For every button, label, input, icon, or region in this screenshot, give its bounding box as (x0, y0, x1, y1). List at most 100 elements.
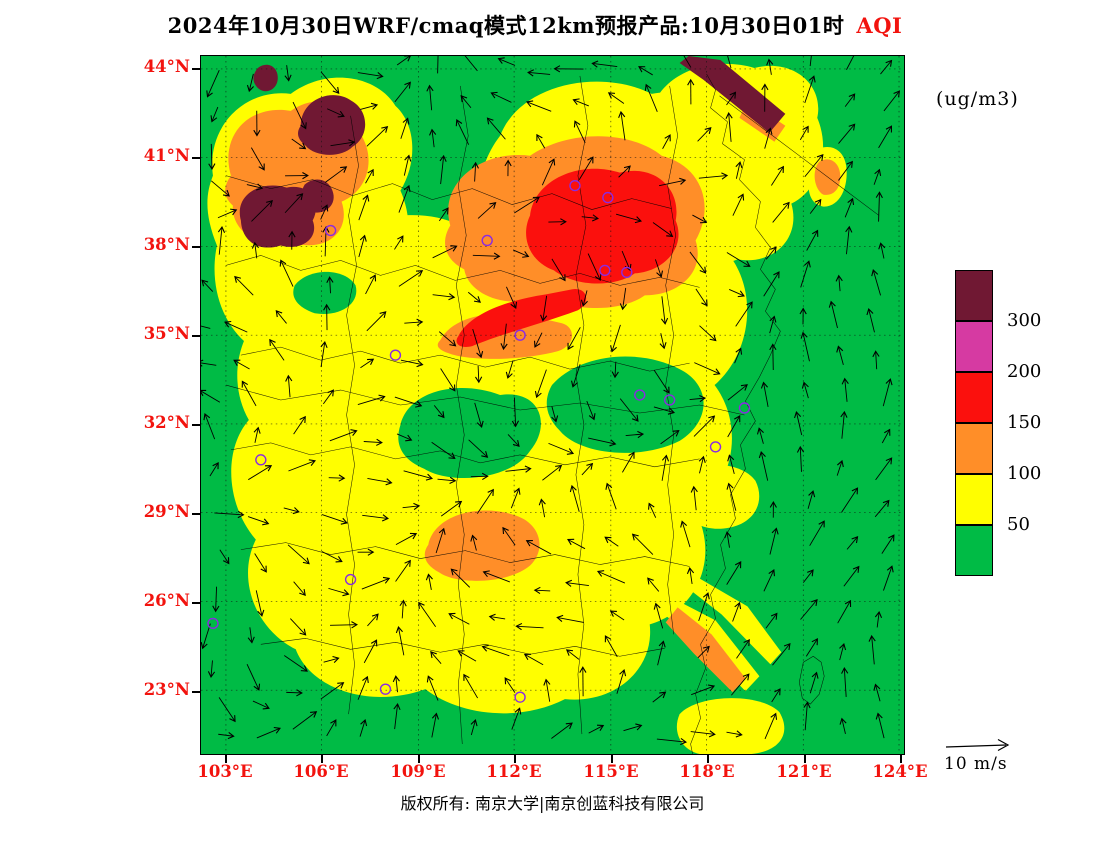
wind-arrow (736, 638, 750, 659)
station-marker (255, 454, 267, 466)
wind-arrow (807, 490, 816, 509)
wind-arrow (291, 138, 307, 150)
wind-arrow (727, 454, 735, 475)
wind-arrow (690, 485, 698, 511)
wind-arrow (735, 161, 743, 179)
lat-tick (192, 68, 200, 70)
wind-arrow (724, 531, 732, 548)
wind-arrow (330, 139, 356, 147)
wind-arrow (619, 398, 639, 422)
wind-arrow (543, 678, 551, 702)
wind-arrow (695, 288, 708, 307)
station-marker-layer (207, 179, 751, 703)
wind-scale-label: 10 m/s (944, 754, 1008, 774)
wind-arrow (398, 270, 424, 287)
wind-arrow (247, 627, 255, 644)
boundary-line (719, 95, 880, 216)
wind-arrow (206, 69, 220, 98)
wind-arrow (698, 592, 710, 622)
wind-arrow (878, 125, 893, 149)
wind-arrow (533, 586, 551, 595)
wind-arrow (836, 345, 844, 366)
wind-arrow (510, 487, 521, 509)
wind-arrow (809, 56, 812, 67)
wind-arrow (217, 225, 226, 255)
wind-arrow (275, 309, 287, 324)
wind-arrow (293, 581, 306, 597)
wind-arrow (638, 66, 653, 76)
wind-arrow (463, 673, 479, 699)
wind-arrow (548, 442, 575, 455)
lon-tick (707, 755, 709, 763)
map-area (200, 55, 905, 755)
wind-arrow (872, 350, 880, 370)
wind-arrow (573, 120, 586, 144)
wind-arrow (210, 180, 230, 197)
wind-arrow (367, 477, 393, 486)
wind-arrow (846, 536, 859, 550)
wind-arrow (486, 117, 506, 140)
wind-arrow (881, 428, 891, 444)
wind-arrow (440, 500, 463, 517)
wind-arrow (246, 183, 264, 191)
wind-arrow (470, 534, 478, 551)
wind-arrow (735, 301, 753, 327)
wind-arrow (208, 143, 216, 171)
wind-scale: 10 m/s (944, 738, 1034, 774)
wind-arrow (324, 166, 348, 183)
wind-arrow (212, 586, 220, 613)
boundary-line (799, 656, 825, 705)
wind-arrow (686, 567, 695, 585)
wind-arrow (241, 380, 257, 407)
wind-arrow (572, 98, 589, 107)
wind-arrow (403, 470, 434, 481)
wind-arrow (246, 663, 261, 691)
wind-vector-layer (201, 56, 901, 746)
wind-arrow (457, 650, 477, 662)
wind-arrow (472, 328, 484, 359)
lon-label: 115°E (583, 762, 639, 781)
aqi-map-plot (201, 56, 904, 754)
wind-arrow (440, 368, 456, 392)
wind-arrow (586, 400, 596, 421)
wind-arrow (514, 196, 541, 214)
wind-arrow (396, 433, 413, 442)
wind-arrow (362, 514, 389, 522)
wind-arrow (660, 430, 680, 445)
wind-arrow (398, 184, 411, 213)
wind-arrow (201, 325, 211, 329)
wind-arrow (279, 259, 294, 287)
wind-arrow (883, 90, 901, 112)
wind-arrow (432, 293, 456, 301)
wind-arrow (764, 712, 778, 740)
wind-arrow (360, 358, 375, 369)
wind-arrow (357, 394, 386, 406)
wind-arrow (252, 700, 270, 710)
wind-arrow (507, 434, 520, 447)
wind-arrow (511, 397, 520, 428)
wind-arrow (201, 279, 214, 292)
wind-arrow (758, 450, 769, 481)
wind-arrow (438, 331, 457, 347)
wind-arrow (844, 197, 855, 218)
wind-arrow (726, 91, 737, 106)
wind-arrow (839, 717, 847, 734)
wind-arrow (801, 381, 809, 399)
lat-label: 32°N (143, 413, 190, 432)
wind-arrow (726, 482, 737, 511)
wind-arrow (437, 56, 439, 74)
wind-arrow (426, 675, 439, 701)
wind-arrow (367, 613, 379, 627)
wind-arrow (843, 565, 860, 587)
wind-arrow (883, 565, 894, 591)
wind-arrow (363, 438, 383, 446)
wind-arrow (760, 381, 769, 407)
wind-arrow (320, 682, 345, 700)
station-marker (602, 191, 614, 204)
lon-label: 103°E (197, 762, 253, 781)
wind-arrow (269, 338, 285, 361)
wind-arrow (482, 570, 511, 583)
wind-arrow (727, 384, 748, 401)
units-label: (ug/m3) (936, 88, 1019, 110)
wind-arrow (512, 249, 530, 258)
